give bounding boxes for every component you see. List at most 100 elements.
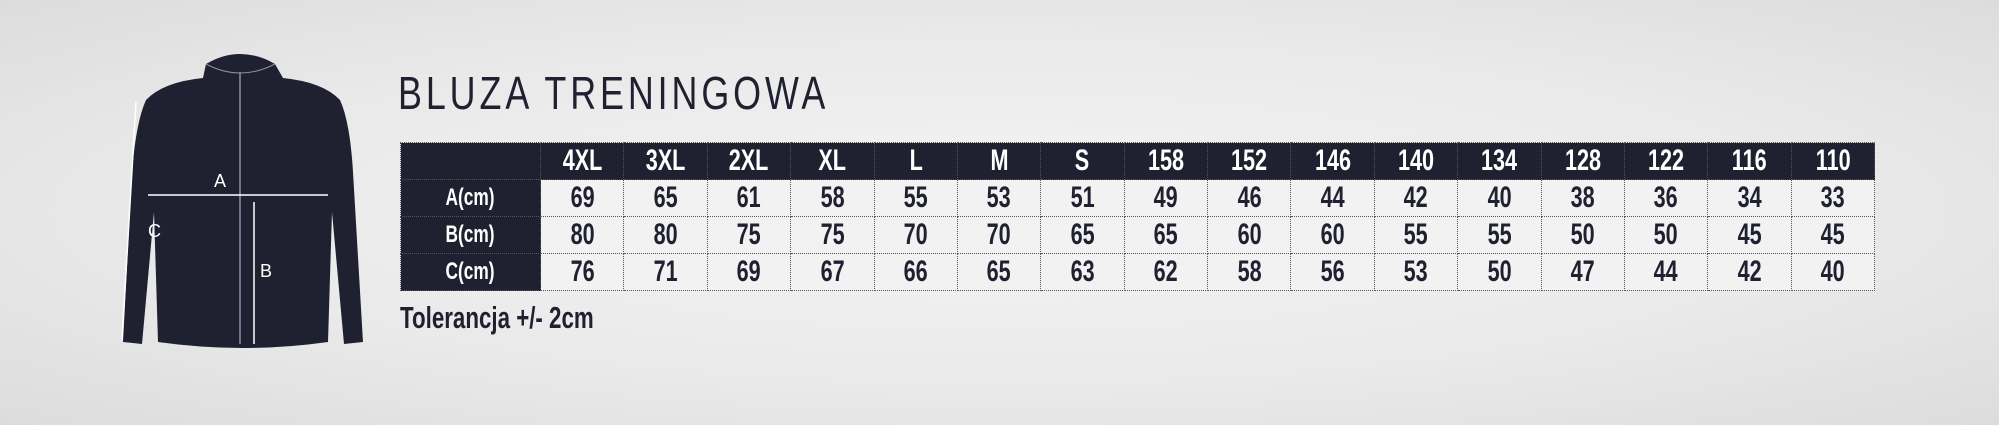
value-cell: 33 bbox=[1790, 179, 1876, 217]
value-cell: 63 bbox=[1040, 253, 1125, 291]
row-label-text: B(cm) bbox=[446, 221, 495, 248]
value-text: 58 bbox=[820, 181, 845, 214]
size-label: 140 bbox=[1397, 144, 1434, 177]
value-text: 65 bbox=[1070, 218, 1095, 251]
size-header-110: 110 bbox=[1790, 142, 1876, 180]
size-header-128: 128 bbox=[1540, 142, 1625, 180]
value-text: 49 bbox=[1153, 181, 1178, 214]
value-cell: 44 bbox=[1290, 179, 1375, 217]
value-text: 53 bbox=[987, 181, 1012, 214]
value-cell: 50 bbox=[1623, 216, 1709, 254]
value-text: 76 bbox=[570, 255, 595, 288]
value-cell: 55 bbox=[1457, 216, 1542, 254]
value-text: 42 bbox=[1403, 181, 1428, 214]
jacket-diagram: A B C bbox=[121, 54, 363, 348]
value-text: 55 bbox=[1403, 218, 1428, 251]
value-cell: 75 bbox=[790, 216, 875, 254]
value-text: 34 bbox=[1737, 181, 1762, 214]
value-text: 42 bbox=[1737, 255, 1762, 288]
tolerance-note: Tolerancja +/- 2cm bbox=[400, 300, 594, 335]
size-header-158: 158 bbox=[1123, 142, 1209, 180]
value-text: 40 bbox=[1820, 255, 1845, 288]
value-cell: 71 bbox=[623, 253, 708, 291]
size-header-4XL: 4XL bbox=[539, 142, 625, 180]
value-cell: 50 bbox=[1457, 253, 1542, 291]
value-cell: 65 bbox=[1123, 216, 1209, 254]
value-text: 33 bbox=[1820, 181, 1845, 214]
value-cell: 40 bbox=[1790, 253, 1876, 291]
value-cell: 66 bbox=[873, 253, 958, 291]
size-label: XL bbox=[818, 144, 847, 177]
size-label: 4XL bbox=[562, 144, 602, 177]
size-header-122: 122 bbox=[1623, 142, 1709, 180]
value-cell: 70 bbox=[873, 216, 958, 254]
value-cell: 75 bbox=[706, 216, 792, 254]
value-cell: 51 bbox=[1040, 179, 1125, 217]
value-cell: 76 bbox=[539, 253, 625, 291]
value-text: 46 bbox=[1237, 181, 1262, 214]
value-text: 80 bbox=[570, 218, 595, 251]
value-cell: 61 bbox=[706, 179, 792, 217]
size-header-row: 4XL 3XL 2XL XL L M S 158 152 146 140 134 128 122 116 11… bbox=[400, 142, 1876, 180]
row-label-text: A(cm) bbox=[446, 184, 495, 211]
value-cell: 60 bbox=[1290, 216, 1375, 254]
value-cell: 60 bbox=[1206, 216, 1292, 254]
size-label: S bbox=[1075, 144, 1090, 177]
value-cell: 45 bbox=[1790, 216, 1876, 254]
value-cell: 58 bbox=[1206, 253, 1292, 291]
value-cell: 36 bbox=[1623, 179, 1709, 217]
value-text: 60 bbox=[1320, 218, 1345, 251]
value-text: 70 bbox=[987, 218, 1012, 251]
table-row: C(cm) 76 71 69 67 66 65 63 62 58 56 53 50 47 44 42 40 bbox=[400, 253, 1876, 291]
value-text: 69 bbox=[736, 255, 761, 288]
value-cell: 46 bbox=[1206, 179, 1292, 217]
table-row: B(cm) 80 80 75 75 70 70 65 65 60 60 55 55 50 50 45 45 bbox=[400, 216, 1876, 254]
value-text: 47 bbox=[1570, 255, 1595, 288]
value-cell: 55 bbox=[873, 179, 958, 217]
value-cell: 80 bbox=[539, 216, 625, 254]
value-text: 40 bbox=[1487, 181, 1512, 214]
value-cell: 42 bbox=[1707, 253, 1792, 291]
value-text: 66 bbox=[903, 255, 928, 288]
label-c: C bbox=[148, 221, 161, 241]
value-text: 69 bbox=[570, 181, 595, 214]
size-label: 116 bbox=[1732, 144, 1767, 177]
value-cell: 44 bbox=[1623, 253, 1709, 291]
value-text: 44 bbox=[1654, 255, 1679, 288]
value-text: 58 bbox=[1237, 255, 1262, 288]
value-text: 71 bbox=[653, 255, 678, 288]
value-cell: 42 bbox=[1373, 179, 1459, 217]
jacket-body bbox=[123, 54, 363, 348]
value-text: 44 bbox=[1320, 181, 1345, 214]
value-text: 45 bbox=[1737, 218, 1762, 251]
value-cell: 65 bbox=[1040, 216, 1125, 254]
size-header-M: M bbox=[956, 142, 1042, 180]
size-label: 3XL bbox=[645, 144, 686, 177]
size-label: 146 bbox=[1314, 144, 1351, 177]
value-cell: 55 bbox=[1373, 216, 1459, 254]
table-row: A(cm) 69 65 61 58 55 53 51 49 46 44 42 40 38 36 34 33 bbox=[400, 179, 1876, 217]
value-cell: 50 bbox=[1540, 216, 1625, 254]
value-cell: 65 bbox=[956, 253, 1042, 291]
row-label: A(cm) bbox=[400, 179, 541, 217]
value-text: 56 bbox=[1320, 255, 1345, 288]
row-label: C(cm) bbox=[400, 253, 541, 291]
size-label: 134 bbox=[1481, 144, 1518, 177]
size-header-134: 134 bbox=[1457, 142, 1542, 180]
value-text: 45 bbox=[1820, 218, 1845, 251]
size-label: M bbox=[990, 144, 1009, 177]
size-label: 2XL bbox=[729, 144, 769, 177]
size-header-140: 140 bbox=[1373, 142, 1459, 180]
value-cell: 58 bbox=[790, 179, 875, 217]
row-label: B(cm) bbox=[400, 216, 541, 254]
value-cell: 40 bbox=[1457, 179, 1542, 217]
value-cell: 80 bbox=[623, 216, 708, 254]
value-text: 70 bbox=[903, 218, 928, 251]
value-text: 50 bbox=[1570, 218, 1595, 251]
corner-cell bbox=[400, 142, 541, 180]
size-header-XL: XL bbox=[790, 142, 875, 180]
value-cell: 38 bbox=[1540, 179, 1625, 217]
value-text: 51 bbox=[1070, 181, 1095, 214]
value-cell: 45 bbox=[1707, 216, 1792, 254]
value-cell: 69 bbox=[706, 253, 792, 291]
